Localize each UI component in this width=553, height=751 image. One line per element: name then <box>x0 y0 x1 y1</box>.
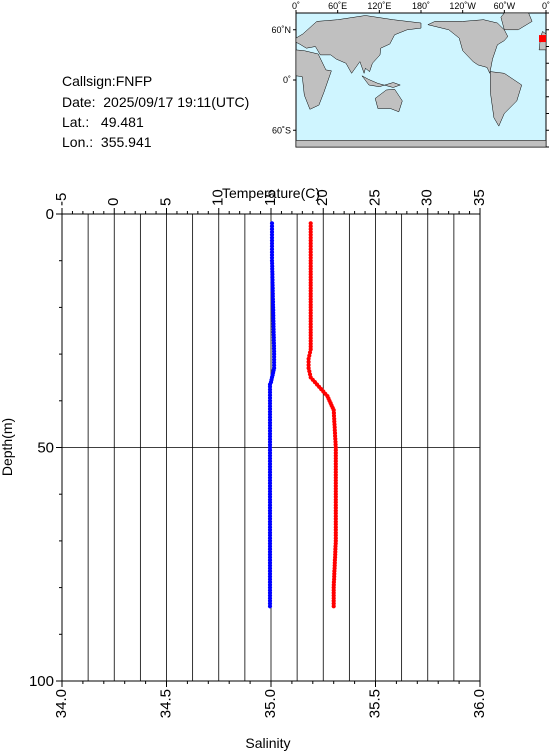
temperature-data-point <box>269 232 275 237</box>
date-value: 2025/09/17 19:11(UTC) <box>103 94 250 110</box>
temperature-data-point <box>269 244 275 249</box>
map-landmass <box>295 15 422 75</box>
salinity-data-point <box>308 255 313 260</box>
depth-tick-label: 50 <box>37 440 54 457</box>
lon-label: Lon.: <box>62 134 94 150</box>
callsign-label: Callsign: <box>62 73 116 89</box>
temperature-axis-label: Temperature(C) <box>222 185 320 201</box>
temperature-tick-label: -5 <box>53 193 70 206</box>
temperature-data-point <box>269 235 275 240</box>
salinity-data-point <box>307 350 313 355</box>
temperature-tick-label: 30 <box>419 189 436 206</box>
lat-value: 49.481 <box>100 114 144 130</box>
salinity-tick-label: 36.0 <box>471 689 488 718</box>
temperature-tick-label: 20 <box>314 189 331 206</box>
salinity-tick-labels: 34.0 34.5 35.0 35.5 36.0 <box>53 689 488 718</box>
depth-tick-label: 0 <box>46 206 54 223</box>
salinity-data-point <box>306 356 311 361</box>
temperature-data-point <box>267 604 273 609</box>
map-lon-label: 60˚W <box>494 1 516 11</box>
salinity-data-point <box>306 362 311 368</box>
map-landmass <box>427 19 509 75</box>
depth-axis-label: Depth(m) <box>0 418 15 476</box>
temperature-tick-label: 0 <box>105 198 122 206</box>
temperature-data-point <box>269 255 275 260</box>
salinity-data-point <box>308 250 313 255</box>
lat-label: Lat.: <box>62 114 90 130</box>
temperature-data-point <box>269 250 275 255</box>
info-callsign: Callsign:FNFP <box>62 73 152 89</box>
salinity-tick-label: 34.5 <box>157 689 174 718</box>
salinity-data-point <box>308 247 313 252</box>
temperature-data-point <box>269 221 275 226</box>
map-landmass <box>500 12 533 31</box>
temperature-tick-label: 35 <box>471 189 488 206</box>
salinity-tick-label: 35.0 <box>262 689 279 718</box>
temperature-data-point <box>269 224 275 229</box>
salinity-data-point <box>308 221 313 226</box>
map-lon-label: 60˚E <box>328 1 347 11</box>
axis-ticks <box>56 208 481 687</box>
salinity-tick-label: 35.5 <box>366 689 383 718</box>
salinity-data-point <box>331 604 336 609</box>
salinity-data-point <box>308 224 313 229</box>
map-landmass <box>295 140 547 148</box>
map-lon-label: 0˚ <box>292 1 300 11</box>
temperature-tick-label: 5 <box>157 198 174 206</box>
depth-tick-label: 100 <box>29 673 54 690</box>
salinity-data-point <box>308 232 313 237</box>
map-tick-labels: 0˚ 60˚E 120˚E 180˚ 120˚W 60˚W 0˚ 60˚N 0˚ 60˚S <box>271 1 550 135</box>
world-map-inset: 0˚ 60˚E 120˚E 180˚ 120˚W 60˚W 0˚ 60˚N 0˚ 60˚S <box>271 1 550 148</box>
info-date: Date: 2025/09/17 19:11(UTC) <box>62 94 249 110</box>
temperature-data-point <box>269 227 275 232</box>
map-lat-label: 60˚N <box>271 25 291 35</box>
salinity-data-point <box>306 359 311 364</box>
map-lon-label: 0˚ <box>542 1 550 11</box>
temperature-tick-labels: -5 0 5 10 15 20 25 30 35 <box>53 189 488 206</box>
map-landmass <box>374 88 403 113</box>
profile-chart: -5 0 5 10 15 20 25 30 35 34.0 34.5 35.0 35.5 36.0 05… <box>0 185 488 751</box>
map-landmass <box>295 49 332 110</box>
map-lon-label: 180˚ <box>412 1 430 11</box>
map-landmass <box>490 71 522 127</box>
map-lon-label: 120˚E <box>367 1 391 11</box>
salinity-data-point <box>308 227 313 232</box>
temperature-tick-label: 10 <box>210 189 227 206</box>
salinity-axis-label: Salinity <box>245 735 290 751</box>
info-lon: Lon.: 355.941 <box>62 134 152 150</box>
salinity-data-point <box>308 235 313 240</box>
temperature-tick-label: 25 <box>366 189 383 206</box>
map-lat-label: 0˚ <box>283 75 291 85</box>
depth-tick-labels: 0 50 100 <box>29 206 54 690</box>
map-ticks <box>293 10 549 148</box>
lon-value: 355.941 <box>100 134 152 150</box>
temperature-tick-label: 15 <box>262 189 279 206</box>
station-marker <box>539 35 546 43</box>
salinity-data-point <box>308 244 313 249</box>
map-landmass <box>361 75 401 88</box>
salinity-data-point <box>308 238 313 243</box>
map-land <box>295 12 547 148</box>
info-lat: Lat.: 49.481 <box>62 114 144 130</box>
salinity-tick-label: 34.0 <box>53 689 70 718</box>
callsign-value: FNFP <box>115 73 153 89</box>
series-layer <box>267 221 338 609</box>
date-label: Date: <box>62 94 96 110</box>
map-lon-label: 120˚W <box>449 1 476 11</box>
temperature-data-point <box>269 247 275 252</box>
map-lat-label: 60˚S <box>272 125 291 135</box>
temperature-data-point <box>269 238 275 243</box>
